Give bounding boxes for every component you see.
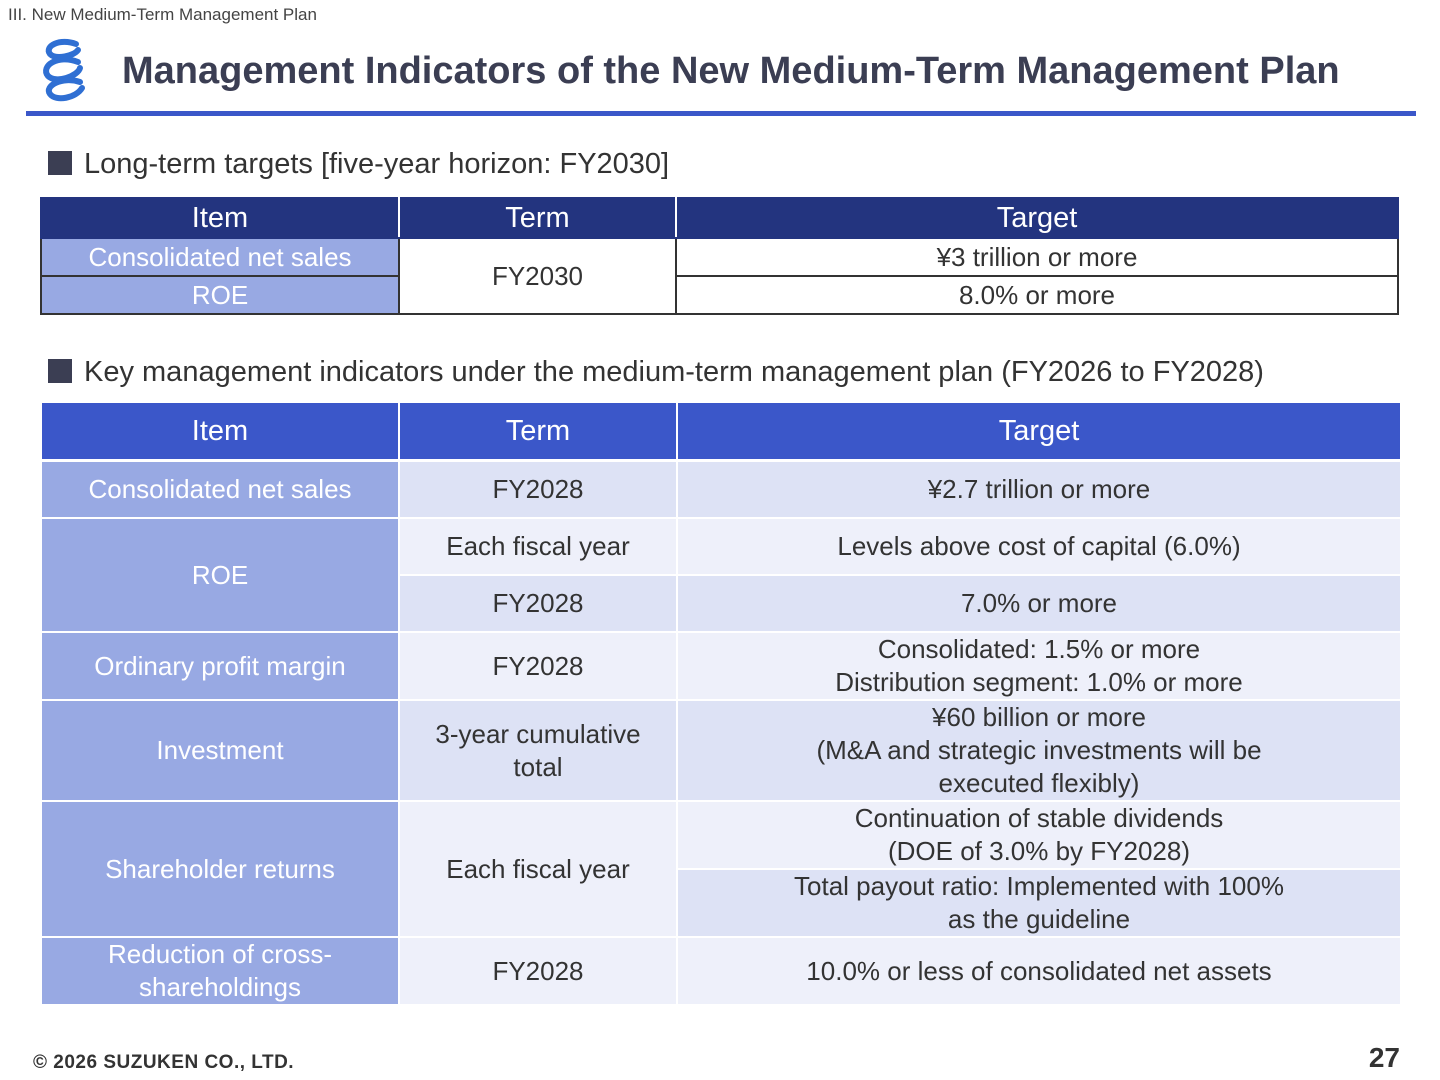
table-row: Ordinary profit margin FY2028 Consolidat… — [42, 633, 1400, 701]
term-cell: FY2028 — [400, 633, 678, 701]
target-line: (M&A and strategic investments will be — [816, 735, 1262, 765]
target-cell: 10.0% or less of consolidated net assets — [678, 938, 1400, 1006]
target-cell: Levels above cost of capital (6.0%) — [678, 519, 1400, 576]
key-indicators-table: Item Term Target Consolidated net sales … — [42, 403, 1400, 1006]
section-heading-text: Long-term targets [five-year horizon: FY… — [84, 148, 670, 180]
target-line: as the guideline — [947, 904, 1131, 934]
target-cell: Consolidated: 1.5% or more Distribution … — [678, 633, 1400, 701]
target-line: Total payout ratio: Implemented with 100… — [794, 871, 1284, 901]
target-cell: 7.0% or more — [678, 576, 1400, 633]
item-line: shareholdings — [139, 972, 301, 1002]
table-row: FY2028 7.0% or more — [42, 576, 1400, 633]
square-bullet-icon — [48, 151, 72, 175]
target-line: (DOE of 3.0% by FY2028) — [887, 836, 1191, 866]
table-row: Consolidated net sales FY2030 ¥3 trillio… — [40, 237, 1399, 315]
title-rule — [26, 111, 1416, 116]
target-line: Consolidated: 1.5% or more — [877, 634, 1201, 664]
term-cell: FY2030 — [398, 237, 677, 315]
column-header: Item — [42, 403, 400, 462]
item-cell: ROE — [40, 275, 400, 315]
table-row: Shareholder returns Each fiscal year Con… — [42, 802, 1400, 938]
column-header: Term — [400, 403, 678, 462]
square-bullet-icon — [48, 359, 72, 383]
table-row: Investment 3-year cumulative total ¥60 b… — [42, 701, 1400, 802]
item-cell: Consolidated net sales — [42, 462, 400, 519]
table-row: ROE Each fiscal year Levels above cost o… — [42, 519, 1400, 633]
term-line: 3-year cumulative — [435, 718, 641, 749]
target-cell: ¥2.7 trillion or more — [678, 462, 1400, 519]
target-cell: Continuation of stable dividends (DOE of… — [678, 802, 1400, 870]
item-cell: Ordinary profit margin — [42, 633, 400, 701]
target-cell: ¥3 trillion or more — [675, 237, 1399, 277]
target-cell: Total payout ratio: Implemented with 100… — [678, 870, 1400, 938]
target-cell: 8.0% or more — [675, 275, 1399, 315]
item-cell: Shareholder returns — [42, 802, 400, 938]
item-line: Reduction of cross- — [108, 939, 332, 969]
item-cell: ROE — [42, 519, 400, 633]
copyright-notice: © 2026 SUZUKEN CO., LTD. — [33, 1052, 295, 1073]
term-cell: 3-year cumulative total — [400, 701, 678, 802]
page-number: 27 — [1368, 1042, 1400, 1073]
column-header: Target — [678, 403, 1400, 462]
column-header: Target — [675, 197, 1399, 239]
item-cell: Consolidated net sales — [40, 237, 400, 277]
breadcrumb: III. New Medium-Term Management Plan — [8, 5, 317, 24]
table-row: ROE 8.0% or more — [40, 275, 1399, 315]
target-line: Distribution segment: 1.0% or more — [835, 667, 1243, 697]
term-cell: FY2028 — [400, 576, 678, 633]
term-cell: FY2028 — [400, 938, 678, 1006]
table-row: Total payout ratio: Implemented with 100… — [42, 870, 1400, 938]
term-cell: Each fiscal year — [400, 519, 678, 576]
table-header-row: Item Term Target — [40, 197, 1399, 239]
table-row: Consolidated net sales FY2028 ¥2.7 trill… — [42, 462, 1400, 519]
page-title: Management Indicators of the New Medium-… — [122, 50, 1340, 92]
company-logo-icon — [43, 38, 85, 102]
table-row: Reduction of cross- shareholdings FY2028… — [42, 938, 1400, 1006]
section-heading-text: Key management indicators under the medi… — [84, 356, 1264, 388]
section-heading-long-term: Long-term targets [five-year horizon: FY… — [48, 148, 669, 181]
term-cell: FY2028 — [400, 462, 678, 519]
target-cell: ¥60 billion or more (M&A and strategic i… — [678, 701, 1400, 802]
column-header: Term — [398, 197, 677, 239]
item-cell: Reduction of cross- shareholdings — [42, 938, 400, 1006]
section-heading-key-indicators: Key management indicators under the medi… — [48, 356, 1264, 389]
target-line: Continuation of stable dividends — [854, 803, 1224, 833]
target-line: ¥60 billion or more — [932, 702, 1146, 732]
long-term-targets-table: Item Term Target Consolidated net sales … — [40, 197, 1399, 315]
column-header: Item — [40, 197, 400, 239]
target-line: executed flexibly) — [938, 768, 1140, 798]
table-header-row: Item Term Target — [42, 403, 1400, 462]
term-line: total — [513, 751, 563, 782]
term-cell: Each fiscal year — [400, 802, 678, 938]
item-cell: Investment — [42, 701, 400, 802]
